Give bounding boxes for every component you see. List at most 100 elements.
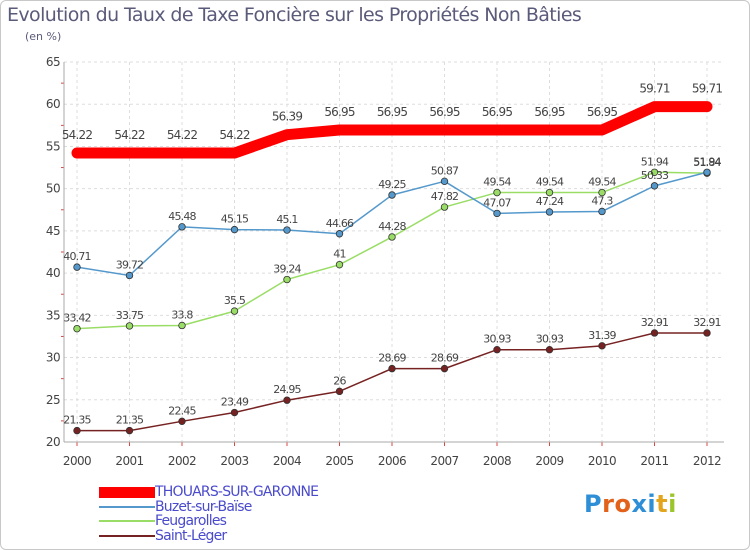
data-label: 32.91 — [641, 316, 669, 329]
data-label: 26 — [333, 374, 346, 387]
legend-label: Saint-Léger — [155, 527, 227, 544]
data-label: 45.1 — [276, 213, 297, 226]
x-tick-label: 2008 — [483, 454, 511, 468]
axes: 20 25 30 35 40 45 50 55 60 65 2000 2001 2002 2003 2004… — [46, 55, 724, 468]
data-label: 59.71 — [692, 82, 723, 96]
data-point — [178, 223, 186, 231]
data-label: 40.71 — [63, 250, 91, 263]
logo-letter: o — [614, 490, 632, 518]
data-label: 54.22 — [114, 128, 145, 142]
data-label: 39.72 — [116, 258, 144, 271]
grid-lines — [64, 61, 724, 442]
data-point — [73, 426, 81, 435]
legend: THOUARS-SUR-GARONNE Buzet-sur-Baïse Feugar… — [99, 485, 399, 543]
data-point — [493, 188, 501, 197]
y-tick-label: 65 — [46, 55, 60, 69]
x-tick-label: 2001 — [115, 454, 143, 468]
data-label: 56.95 — [429, 105, 460, 119]
logo-letter: i — [647, 490, 657, 518]
data-point — [125, 426, 134, 435]
x-tick-label: 2003 — [220, 454, 248, 468]
y-tick-label: 45 — [46, 224, 60, 238]
data-point — [388, 191, 396, 199]
data-point — [178, 321, 186, 330]
data-label: 35.5 — [224, 294, 246, 307]
data-label: 56.95 — [534, 105, 565, 119]
data-label: 23.49 — [221, 396, 249, 409]
legend-label: Feugarolles — [155, 513, 227, 529]
y-tick-label: 50 — [46, 182, 60, 196]
data-point — [493, 209, 501, 218]
series-line-0 — [71, 101, 713, 159]
data-label: 56.95 — [587, 105, 618, 119]
data-label: 33.8 — [171, 308, 193, 321]
data-point — [283, 226, 291, 234]
data-point — [388, 233, 396, 241]
data-label: 54.22 — [167, 128, 198, 142]
data-point — [703, 329, 711, 337]
data-point — [598, 188, 606, 197]
x-tick-label: 2006 — [378, 454, 406, 468]
data-point — [703, 168, 711, 176]
proxiti-logo: Proxiti — [584, 490, 677, 518]
data-point — [598, 342, 606, 350]
data-label: 47.07 — [483, 196, 511, 209]
data-label: 41 — [333, 248, 345, 261]
logo-letter: P — [584, 490, 603, 518]
data-label: 44.28 — [378, 220, 406, 233]
data-label: 47.24 — [536, 195, 564, 208]
y-tick-label: 30 — [46, 351, 60, 365]
x-tick-label: 2005 — [325, 454, 353, 468]
data-point — [650, 168, 659, 176]
data-label: 24.95 — [273, 383, 301, 396]
data-label: 49.54 — [483, 176, 511, 189]
data-label: 59.71 — [639, 82, 670, 96]
logo-letter: t — [656, 490, 669, 518]
data-label: 45.15 — [221, 213, 249, 226]
data-point — [598, 207, 606, 216]
y-tick-label: 20 — [46, 435, 60, 449]
logo-letter: x — [631, 490, 648, 518]
data-point — [73, 263, 81, 271]
y-tick-label: 25 — [46, 393, 60, 407]
data-label: 31.39 — [588, 329, 616, 342]
x-tick-label: 2010 — [588, 454, 616, 468]
data-label: 45.48 — [168, 210, 196, 223]
data-label: 51.94 — [641, 155, 669, 168]
legend-item: Buzet-sur-Baïse — [99, 499, 399, 515]
legend-item: Feugarolles — [99, 514, 399, 529]
data-label: 39.24 — [273, 263, 301, 276]
logo-letter: r — [602, 490, 615, 518]
data-label: 49.54 — [588, 176, 616, 189]
data-label: 32.91 — [693, 316, 721, 329]
data-labels: 21.35 21.35 22.45 23.49 24.95 26 28.69 28.69 30.… — [62, 82, 723, 427]
data-point — [440, 203, 449, 211]
legend-swatch — [99, 534, 155, 537]
data-point — [178, 417, 186, 426]
data-point — [230, 307, 239, 315]
data-label: 30.93 — [536, 333, 564, 346]
y-tick-label: 60 — [46, 97, 60, 111]
data-label: 21.35 — [116, 414, 144, 427]
data-label: 21.35 — [63, 414, 91, 427]
data-point — [283, 396, 291, 404]
data-point — [283, 275, 291, 284]
data-point — [335, 260, 344, 269]
y-tick-label: 35 — [46, 308, 60, 322]
data-point — [493, 346, 501, 354]
data-label: 49.25 — [378, 178, 406, 191]
y-tick-label: 55 — [46, 139, 60, 153]
legend-item: Saint-Léger — [99, 527, 399, 544]
x-tick-label: 2000 — [63, 454, 91, 468]
legend-swatch — [99, 520, 155, 523]
data-point — [388, 364, 396, 373]
chart-unit: (en %) — [25, 30, 62, 43]
legend-swatch — [99, 486, 155, 498]
data-label: 22.45 — [168, 404, 196, 417]
data-label: 49.54 — [536, 176, 564, 189]
chart-title: Evolution du Taux de Taxe Foncière sur l… — [7, 4, 582, 26]
data-point — [440, 177, 449, 186]
data-point — [545, 188, 554, 197]
y-tick-label: 40 — [46, 266, 60, 280]
